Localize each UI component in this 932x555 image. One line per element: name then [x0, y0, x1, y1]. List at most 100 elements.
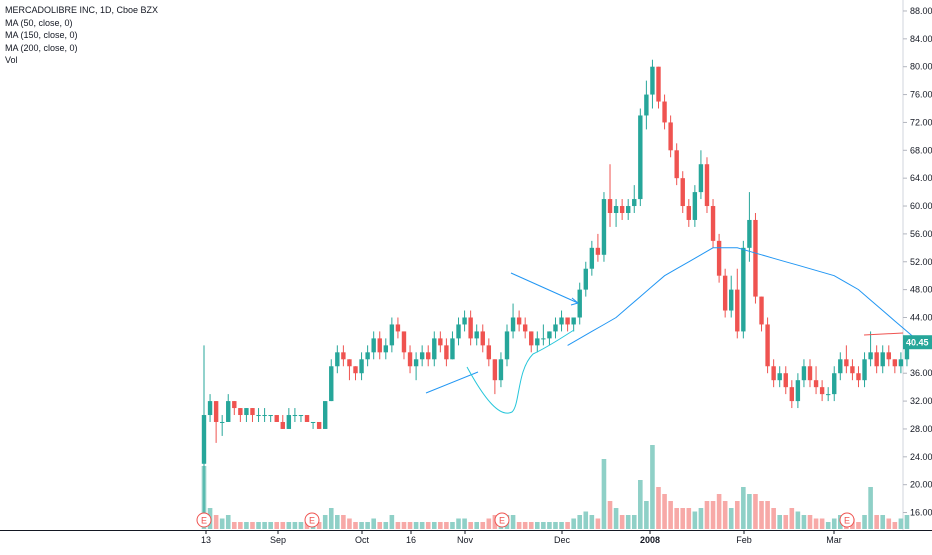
- candle-body: [456, 324, 461, 339]
- candle: [577, 282, 582, 325]
- candle-body: [807, 366, 813, 381]
- candle-body: [274, 415, 279, 422]
- candle: [335, 345, 340, 374]
- candle-body: [735, 289, 740, 332]
- legend-ma50[interactable]: MA (50, close, 0): [5, 17, 73, 28]
- time-tick-label: 13: [201, 535, 211, 545]
- candle: [480, 324, 485, 353]
- candle-body: [613, 206, 619, 213]
- candle-body: [898, 359, 904, 367]
- candle: [868, 331, 873, 367]
- candle-body: [838, 359, 843, 374]
- earnings-marker[interactable]: E: [494, 512, 510, 528]
- candle-body: [292, 415, 298, 417]
- earnings-circle: [196, 512, 212, 528]
- volume-bar: [819, 518, 825, 529]
- candle-body: [268, 415, 273, 417]
- volume-bar: [589, 515, 595, 529]
- volume-bar: [565, 522, 570, 529]
- volume-bar: [601, 459, 607, 529]
- candle-body: [219, 421, 225, 423]
- volume-bar: [365, 522, 370, 529]
- volume-bar: [225, 515, 231, 529]
- candle: [395, 317, 401, 339]
- time-axis[interactable]: 13 Sep Oct 16 Nov Dec 2008 Feb Mar: [201, 530, 842, 545]
- earnings-marker[interactable]: E: [839, 512, 855, 528]
- last-price-label: 40.45: [903, 335, 932, 350]
- candle-body: [741, 247, 746, 332]
- candle: [347, 359, 352, 381]
- candle-body: [213, 401, 219, 422]
- candle-body: [874, 352, 879, 367]
- candle: [298, 415, 304, 422]
- candle: [571, 317, 576, 332]
- candle-body: [710, 206, 716, 241]
- volume-bar: [650, 445, 655, 529]
- candle-body: [747, 219, 752, 248]
- volume-bar: [613, 508, 619, 529]
- candle: [535, 331, 540, 353]
- candle-body: [238, 408, 243, 416]
- candle: [510, 303, 516, 339]
- price-tick-label: 84.00: [910, 34, 932, 44]
- time-tick-label: Oct: [355, 535, 370, 545]
- candle: [341, 345, 346, 367]
- price-tick-label: 28.00: [910, 424, 932, 434]
- drawing-annotations[interactable]: [425, 272, 904, 414]
- price-axis[interactable]: 88.00 84.00 80.00 76.00 72.00 68.00 64.00 60.00…: [903, 6, 932, 518]
- candle-body: [638, 115, 643, 200]
- earnings-label: E: [201, 516, 207, 526]
- time-tick-label: 2008: [640, 535, 660, 545]
- candle-body: [353, 366, 358, 374]
- legend-ma150[interactable]: MA (150, close, 0): [5, 30, 78, 40]
- earnings-circle: [839, 512, 855, 528]
- price-tick-label: 20.00: [910, 480, 932, 490]
- candle-body: [365, 352, 370, 360]
- candle-body: [462, 317, 467, 325]
- volume-bar: [413, 522, 419, 529]
- candle-body: [759, 296, 764, 325]
- ma-line: [567, 247, 920, 346]
- volume-bar: [462, 518, 467, 529]
- candle: [613, 199, 619, 227]
- candle-body: [601, 199, 607, 255]
- volume-bar: [298, 522, 304, 529]
- volume-bar: [789, 508, 795, 529]
- price-tick-label: 16.00: [910, 508, 932, 518]
- candle-body: [668, 122, 673, 151]
- volume-bar: [680, 508, 686, 529]
- candle: [807, 359, 813, 388]
- earnings-marker[interactable]: E: [196, 512, 212, 528]
- volume-bar: [371, 518, 376, 529]
- candle: [819, 380, 825, 402]
- candle-body: [904, 345, 910, 360]
- candle: [504, 324, 510, 367]
- volume-bar: [880, 515, 886, 529]
- volume-bar: [256, 522, 261, 529]
- candle-body: [207, 401, 213, 416]
- candle-body: [395, 324, 401, 332]
- earnings-label: E: [499, 516, 505, 526]
- legend-vol[interactable]: Vol: [5, 55, 18, 65]
- candle-body: [819, 387, 825, 395]
- candle: [747, 192, 752, 262]
- candle: [668, 115, 673, 158]
- legend-symbol-title[interactable]: MERCADOLIBRE INC, 1D, Cboe BZX: [5, 5, 159, 15]
- earnings-marker[interactable]: E: [304, 512, 320, 528]
- price-tick-label: 52.00: [910, 257, 932, 267]
- candle-body: [244, 408, 249, 416]
- volume-bar: [425, 522, 431, 529]
- candle: [329, 359, 334, 402]
- volume-bar: [831, 518, 837, 529]
- volume-bar: [480, 522, 486, 529]
- candle: [389, 317, 395, 353]
- candle-body: [626, 206, 631, 213]
- candle: [710, 199, 716, 248]
- candle: [456, 317, 461, 346]
- candle: [219, 415, 225, 436]
- volume-bar: [244, 522, 249, 529]
- legend-ma200[interactable]: MA (200, close, 0): [5, 42, 78, 53]
